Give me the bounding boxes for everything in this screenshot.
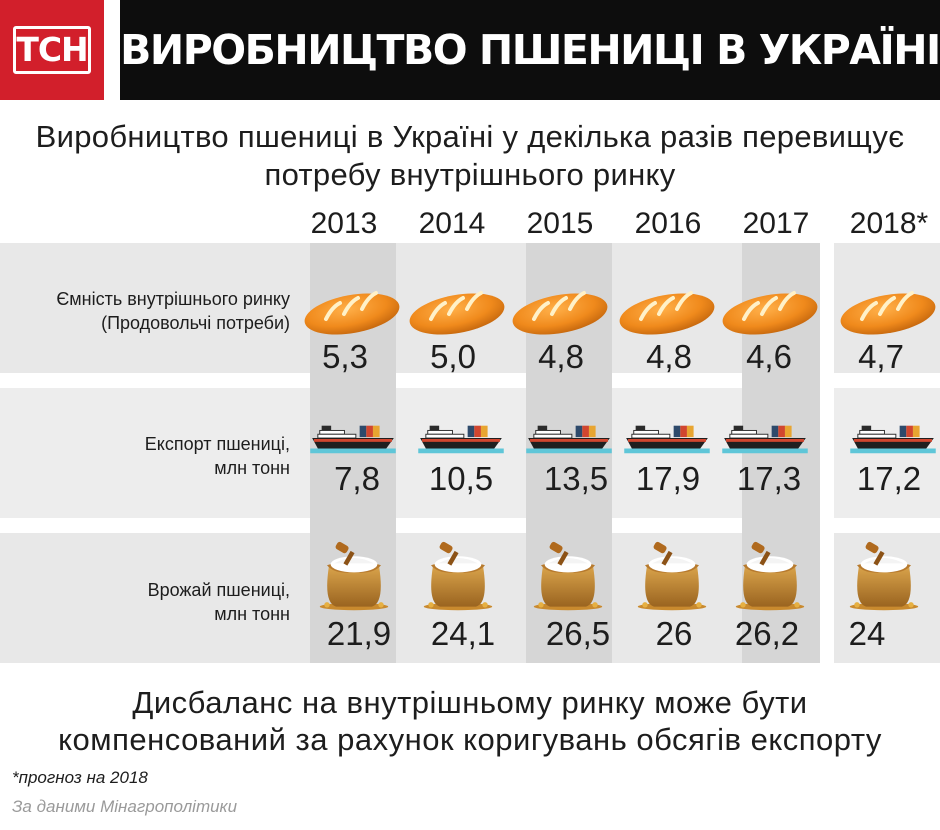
bread-icon [510, 286, 610, 336]
year-header: 2014 [418, 207, 486, 240]
value-harvest: 26 [655, 615, 693, 652]
logo-frame: ТСН [13, 26, 91, 74]
row-label-market: Ємність внутрішнього ринку (Продовольчі … [0, 287, 290, 335]
row-label-line-1: Експорт пшениці, [144, 434, 290, 454]
grain-sack-icon [318, 540, 390, 612]
grain-sack-icon [422, 540, 494, 612]
value-export: 17,2 [856, 460, 922, 497]
subtitle: Виробництво пшениці в Україні у декілька… [0, 118, 940, 194]
footnote: *прогноз на 2018 [12, 768, 148, 787]
subtitle-line-1: Виробництво пшениці в Україні у декілька… [35, 119, 905, 154]
row-label-harvest: Врожай пшениці, млн тонн [0, 578, 290, 626]
cargo-ship-icon [310, 420, 396, 458]
value-market: 4,7 [858, 338, 904, 375]
column-gap [820, 243, 834, 663]
grain-sack-icon [636, 540, 708, 612]
logo-text: ТСН [16, 30, 88, 69]
title-bar: ВИРОБНИЦТВО ПШЕНИЦІ В УКРАЇНІ [120, 0, 940, 100]
value-market: 4,8 [538, 338, 584, 375]
year-header: 2013 [310, 207, 378, 240]
value-export: 13,5 [543, 460, 609, 497]
value-export: 10,5 [428, 460, 494, 497]
bread-icon [617, 286, 717, 336]
subtitle-line-2: потребу внутрішнього ринку [264, 157, 676, 192]
cargo-ship-icon [526, 420, 612, 458]
bread-icon [838, 286, 938, 336]
row-label-line-2: млн тонн [214, 458, 290, 478]
bread-icon [407, 286, 507, 336]
grain-sack-icon [734, 540, 806, 612]
conclusion-line-1: Дисбаланс на внутрішньому ринку може бут… [132, 685, 808, 720]
value-market: 5,3 [322, 338, 368, 375]
value-harvest: 26,5 [545, 615, 611, 652]
row-label-line-1: Врожай пшениці, [147, 580, 290, 600]
value-export: 17,9 [635, 460, 701, 497]
year-header: 2015 [526, 207, 594, 240]
value-market: 5,0 [430, 338, 476, 375]
value-market: 4,8 [646, 338, 692, 375]
cargo-ship-icon [624, 420, 710, 458]
cargo-ship-icon [418, 420, 504, 458]
bread-icon [302, 286, 402, 336]
row-label-export: Експорт пшениці, млн тонн [0, 432, 290, 480]
source-note: За даними Мінагрополітики [12, 797, 238, 816]
row-label-line-2: (Продовольчі потреби) [101, 313, 290, 333]
value-export: 7,8 [334, 460, 380, 497]
conclusion-text: Дисбаланс на внутрішньому ринку може бут… [0, 684, 940, 758]
value-harvest: 26,2 [734, 615, 800, 652]
conclusion-line-2: компенсований за рахунок коригувань обся… [58, 722, 882, 757]
cargo-ship-icon [722, 420, 808, 458]
row-label-line-1: Ємність внутрішнього ринку [56, 289, 290, 309]
year-header: 2016 [634, 207, 702, 240]
grain-sack-icon [848, 540, 920, 612]
value-market: 4,6 [746, 338, 792, 375]
value-harvest: 21,9 [326, 615, 392, 652]
value-export: 17,3 [736, 460, 802, 497]
bread-icon [720, 286, 820, 336]
value-harvest: 24,1 [430, 615, 496, 652]
year-header: 2017 [742, 207, 810, 240]
year-header: 2018* [849, 207, 929, 240]
row-label-line-2: млн тонн [214, 604, 290, 624]
tsn-logo: ТСН [0, 0, 104, 100]
value-harvest: 24 [848, 615, 886, 652]
page-title: ВИРОБНИЦТВО ПШЕНИЦІ В УКРАЇНІ [120, 26, 940, 74]
cargo-ship-icon [850, 420, 936, 458]
grain-sack-icon [532, 540, 604, 612]
